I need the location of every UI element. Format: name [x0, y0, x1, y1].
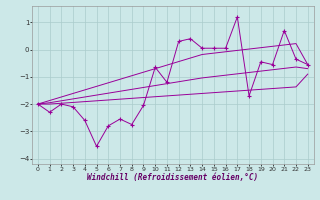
X-axis label: Windchill (Refroidissement éolien,°C): Windchill (Refroidissement éolien,°C) [87, 173, 258, 182]
